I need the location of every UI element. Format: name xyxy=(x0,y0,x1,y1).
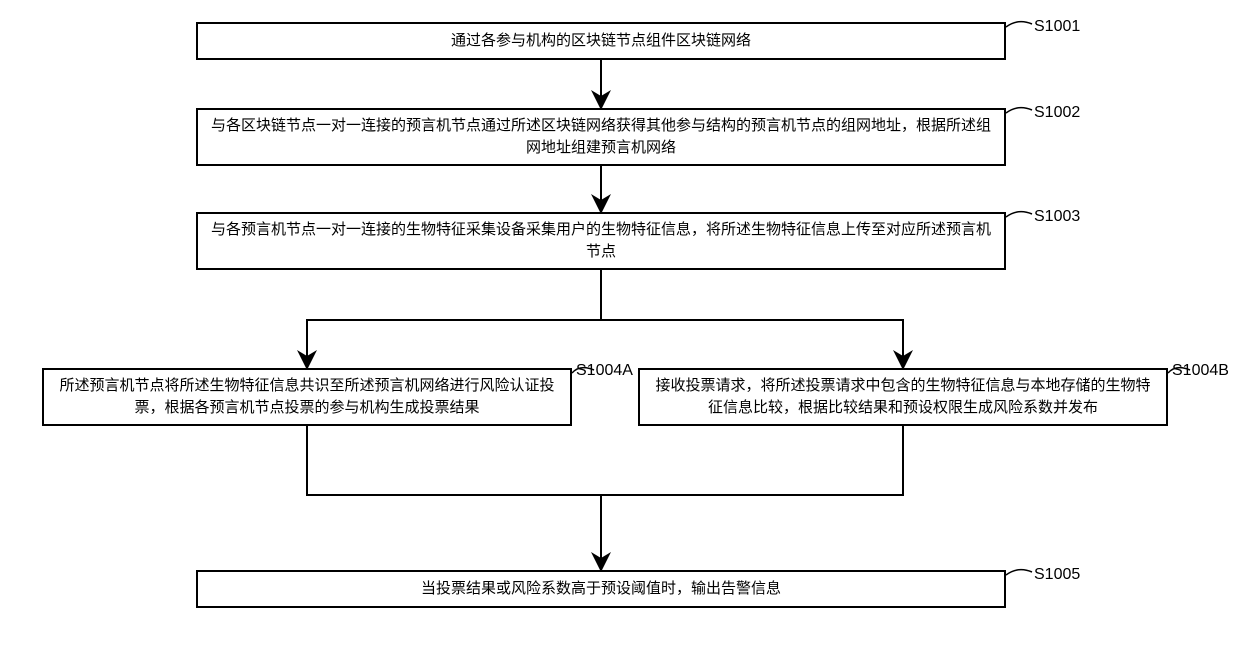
step-label-s1002: S1002 xyxy=(1034,104,1080,122)
step-label-s1004b: S1004B xyxy=(1172,362,1229,380)
step-label-s1005: S1005 xyxy=(1034,566,1080,584)
node-text: 与各预言机节点一对一连接的生物特征采集设备采集用户的生物特征信息，将所述生物特征… xyxy=(208,219,994,264)
label-text: S1004B xyxy=(1172,362,1229,379)
flow-node-s1001: 通过各参与机构的区块链节点组件区块链网络 xyxy=(196,22,1006,60)
step-label-s1003: S1003 xyxy=(1034,208,1080,226)
label-text: S1005 xyxy=(1034,566,1080,583)
node-text: 当投票结果或风险系数高于预设阈值时，输出告警信息 xyxy=(421,578,781,601)
node-text: 接收投票请求，将所述投票请求中包含的生物特征信息与本地存储的生物特征信息比较，根… xyxy=(650,375,1156,420)
label-text: S1004A xyxy=(576,362,633,379)
node-text: 通过各参与机构的区块链节点组件区块链网络 xyxy=(451,30,751,53)
label-text: S1002 xyxy=(1034,104,1080,121)
step-label-s1001: S1001 xyxy=(1034,18,1080,36)
flow-node-s1004a: 所述预言机节点将所述生物特征信息共识至所述预言机网络进行风险认证投票，根据各预言… xyxy=(42,368,572,426)
flow-node-s1005: 当投票结果或风险系数高于预设阈值时，输出告警信息 xyxy=(196,570,1006,608)
node-text: 与各区块链节点一对一连接的预言机节点通过所述区块链网络获得其他参与结构的预言机节… xyxy=(208,115,994,160)
step-label-s1004a: S1004A xyxy=(576,362,633,380)
label-text: S1003 xyxy=(1034,208,1080,225)
flow-node-s1004b: 接收投票请求，将所述投票请求中包含的生物特征信息与本地存储的生物特征信息比较，根… xyxy=(638,368,1168,426)
node-text: 所述预言机节点将所述生物特征信息共识至所述预言机网络进行风险认证投票，根据各预言… xyxy=(54,375,560,420)
flow-node-s1003: 与各预言机节点一对一连接的生物特征采集设备采集用户的生物特征信息，将所述生物特征… xyxy=(196,212,1006,270)
label-text: S1001 xyxy=(1034,18,1080,35)
flow-node-s1002: 与各区块链节点一对一连接的预言机节点通过所述区块链网络获得其他参与结构的预言机节… xyxy=(196,108,1006,166)
